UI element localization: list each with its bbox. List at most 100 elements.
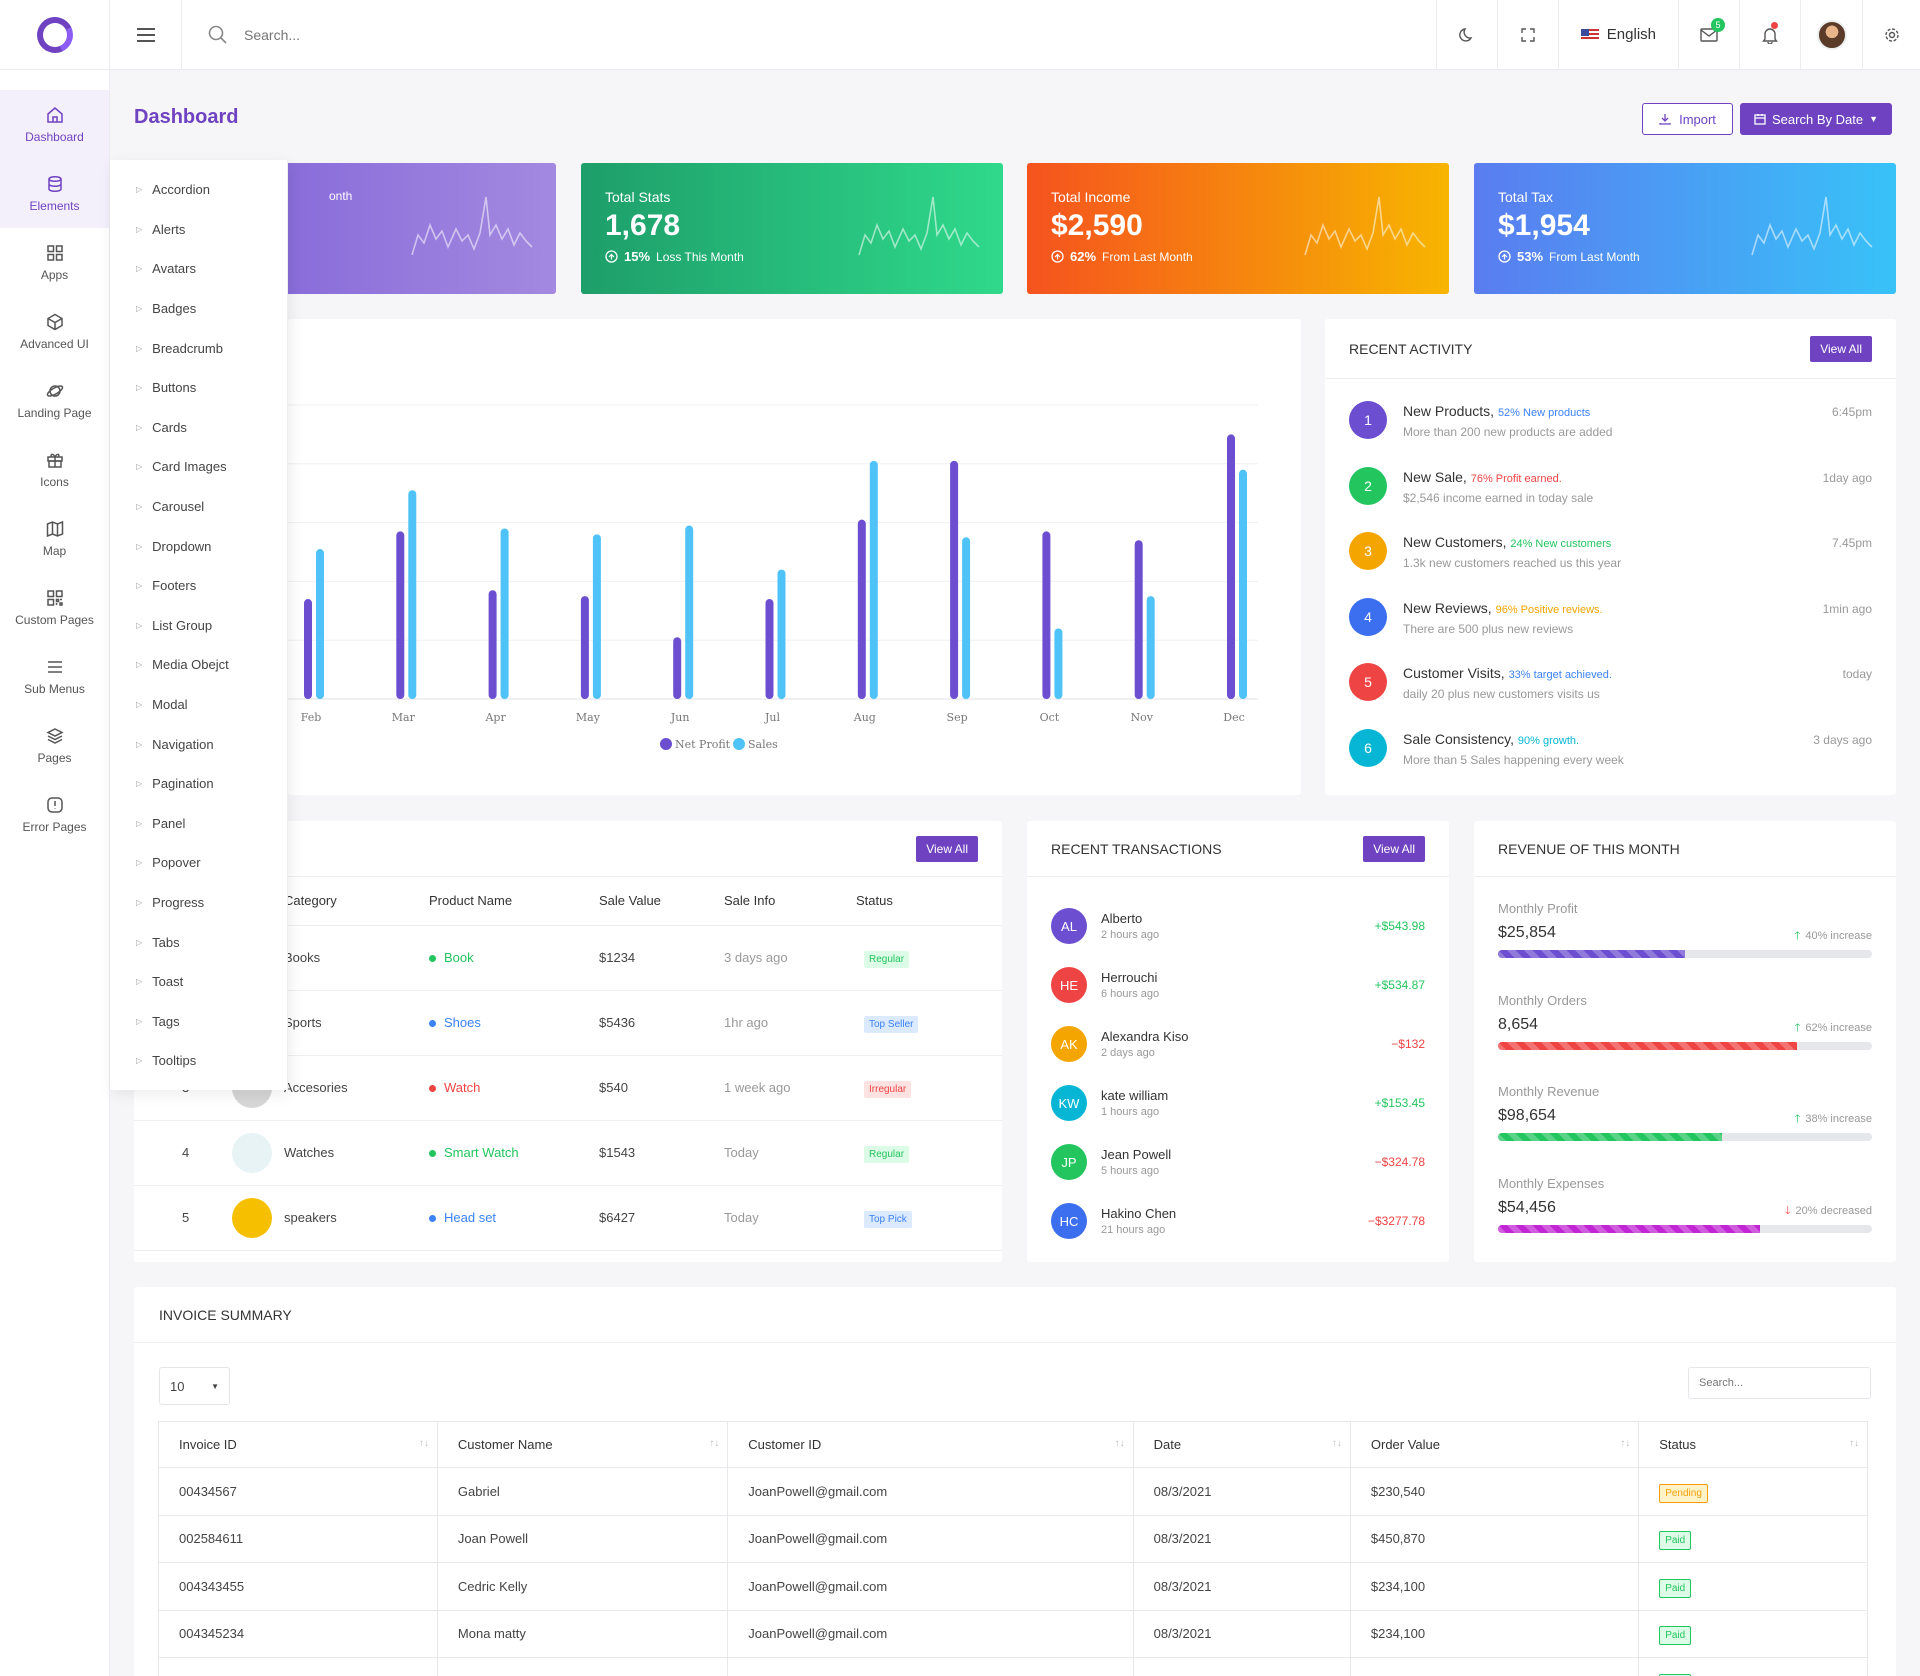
- mail-button[interactable]: 5: [1678, 0, 1739, 70]
- dark-mode-button[interactable]: [1435, 0, 1497, 70]
- sidebar-item-icons[interactable]: Icons: [0, 435, 109, 504]
- sidebar-item-dashboard[interactable]: Dashboard: [0, 90, 109, 159]
- flyout-item[interactable]: ▷ List Group: [110, 606, 287, 646]
- flyout-item[interactable]: ▷ Avatars: [110, 249, 287, 289]
- caret-right-icon: ▷: [136, 620, 143, 630]
- sale-value-cell: $1234: [599, 925, 724, 991]
- import-button[interactable]: Import: [1642, 103, 1733, 135]
- products-view-all-button[interactable]: View All: [916, 835, 978, 862]
- table-cell: JoanPowell@gmail.com: [727, 1610, 1134, 1658]
- transaction-item[interactable]: HC Hakino Chen 21 hours ago −$3277.78: [1051, 1192, 1425, 1250]
- sidebar-item-map[interactable]: Map: [0, 504, 109, 573]
- sidebar-item-custom-pages[interactable]: Custom Pages: [0, 573, 109, 642]
- table-row[interactable]: 004345234 Mona matty JoanPowell@gmail.com 0…: [158, 1610, 1868, 1658]
- sidebar-item-apps[interactable]: Apps: [0, 228, 109, 297]
- flyout-item[interactable]: ▷ Alerts: [110, 210, 287, 250]
- table-row[interactable]: 5 speakers Head set $6427 Today Top Pick: [134, 1185, 1002, 1251]
- transaction-name: Hakino Chen: [1101, 1206, 1177, 1221]
- transaction-item[interactable]: HE Herrouchi 6 hours ago +$534.87: [1051, 956, 1425, 1014]
- flyout-item[interactable]: ▷ Panel: [110, 804, 287, 844]
- settings-button[interactable]: [1862, 0, 1920, 70]
- flyout-item[interactable]: ▷ Toast: [110, 962, 287, 1002]
- flyout-item[interactable]: ▷ Card Images: [110, 447, 287, 487]
- flyout-item[interactable]: ▷ Dropdown: [110, 526, 287, 566]
- flyout-item[interactable]: ▷ Popover: [110, 843, 287, 883]
- flyout-item[interactable]: ▷ Cards: [110, 408, 287, 448]
- column-header[interactable]: Order Value ↑↓: [1350, 1421, 1640, 1468]
- column-header: Sale Value: [599, 877, 724, 926]
- sidebar-item-elements[interactable]: Elements: [0, 159, 109, 228]
- table-cell: 08/3/2021: [1133, 1467, 1351, 1516]
- column-header[interactable]: Status ↑↓: [1638, 1421, 1868, 1468]
- column-header: Category: [284, 877, 429, 926]
- activity-title: RECENT ACTIVITY: [1349, 340, 1473, 357]
- search-by-date-button[interactable]: Search By Date ▼: [1740, 103, 1892, 135]
- fullscreen-button[interactable]: [1496, 0, 1558, 70]
- sidebar-item-sub-menus[interactable]: Sub Menus: [0, 642, 109, 711]
- activity-tag: 24% New customers: [1510, 538, 1612, 550]
- flyout-item[interactable]: ▷ Breadcrumb: [110, 328, 287, 368]
- language-selector[interactable]: English: [1557, 0, 1678, 70]
- table-row[interactable]: 00434567 Gabriel JoanPowell@gmail.com 08/3/…: [158, 1467, 1868, 1516]
- menu-toggle-button[interactable]: [110, 0, 182, 70]
- search-input[interactable]: [244, 26, 544, 43]
- notifications-button[interactable]: [1739, 0, 1800, 70]
- activity-view-all-button[interactable]: View All: [1810, 335, 1872, 362]
- product-name-cell: Head set: [429, 1185, 599, 1251]
- sidebar-item-pages[interactable]: Pages: [0, 711, 109, 780]
- flyout-item[interactable]: ▷ Tags: [110, 1001, 287, 1041]
- flyout-item[interactable]: ▷ Buttons: [110, 368, 287, 408]
- chart-bar: [316, 549, 324, 699]
- flyout-item[interactable]: ▷ Progress: [110, 883, 287, 923]
- profile-button[interactable]: [1800, 0, 1862, 70]
- flyout-item[interactable]: ▷ Accordion: [110, 170, 287, 210]
- sidebar-item-error-pages[interactable]: Error Pages: [0, 780, 109, 849]
- sale-info-cell: 1 week ago: [724, 1055, 856, 1121]
- flyout-item[interactable]: ▷ Media Obejct: [110, 645, 287, 685]
- flyout-item[interactable]: ▷ Tabs: [110, 922, 287, 962]
- caret-right-icon: ▷: [136, 937, 143, 947]
- table-cell: 08/3/2021: [1133, 1515, 1351, 1563]
- activity-number: 5: [1349, 663, 1387, 701]
- brand-logo[interactable]: [0, 0, 110, 70]
- flyout-item[interactable]: ▷ Footers: [110, 566, 287, 606]
- table-row[interactable]: Sports Shoes $5436 1hr ago Top Seller: [134, 990, 1002, 1056]
- flyout-item[interactable]: ▷ Tooltips: [110, 1041, 287, 1081]
- table-row[interactable]: 4 Watches Smart Watch $1543 Today Regular: [134, 1120, 1002, 1186]
- flyout-item[interactable]: ▷ Navigation: [110, 724, 287, 764]
- column-header[interactable]: Customer Name ↑↓: [437, 1421, 729, 1468]
- flyout-item[interactable]: ▷ Carousel: [110, 487, 287, 527]
- table-cell: JoanPowell@gmail.com: [727, 1562, 1134, 1611]
- table-row[interactable]: 004345623Zach efronJoanPowell@gmail.com0…: [158, 1657, 1868, 1676]
- menu-icon: [47, 660, 62, 673]
- column-header[interactable]: Invoice ID ↑↓: [158, 1421, 438, 1468]
- activity-title: New Sale,: [1403, 468, 1467, 485]
- transaction-item[interactable]: AK Alexandra Kiso 2 days ago −$132: [1051, 1015, 1425, 1073]
- stat-value: $1,954: [1498, 209, 1590, 242]
- transaction-item[interactable]: KW kate william 1 hours ago +$153.45: [1051, 1074, 1425, 1132]
- sidebar-item-landing-page[interactable]: Landing Page: [0, 366, 109, 435]
- flyout-item[interactable]: ▷ Pagination: [110, 764, 287, 804]
- chart-bar: [1054, 628, 1063, 699]
- column-header[interactable]: Date ↑↓: [1133, 1421, 1351, 1468]
- table-row[interactable]: 002584611 Joan Powell JoanPowell@gmail.com…: [158, 1515, 1868, 1563]
- activity-description: $2,546 income earned in today sale: [1403, 490, 1594, 505]
- column-header[interactable]: Customer ID ↑↓: [727, 1421, 1134, 1468]
- caret-right-icon: ▷: [136, 343, 143, 353]
- activity-item: 6 Sale Consistency, 90% growth. More than …: [1349, 728, 1872, 795]
- import-label: Import: [1679, 111, 1716, 127]
- table-row[interactable]: 004343455 Cedric Kelly JoanPowell@gmail.co…: [158, 1562, 1868, 1611]
- transaction-time: 1 hours ago: [1101, 1106, 1160, 1118]
- transactions-view-all-button[interactable]: View All: [1363, 835, 1425, 862]
- transaction-item[interactable]: JP Jean Powell 5 hours ago −$324.78: [1051, 1133, 1425, 1191]
- table-cell: $234,100: [1350, 1610, 1640, 1658]
- flyout-item[interactable]: ▷ Modal: [110, 685, 287, 725]
- flyout-item-label: Tabs: [152, 934, 180, 950]
- transaction-item[interactable]: AL Alberto 2 hours ago +$543.98: [1051, 897, 1425, 955]
- sidebar-item-label: Apps: [40, 267, 69, 282]
- flyout-item[interactable]: ▷ Badges: [110, 289, 287, 329]
- page-size-select[interactable]: 10 ▼: [159, 1367, 230, 1405]
- invoice-search-input[interactable]: [1688, 1367, 1871, 1399]
- sidebar-item-advanced-ui[interactable]: Advanced UI: [0, 297, 109, 366]
